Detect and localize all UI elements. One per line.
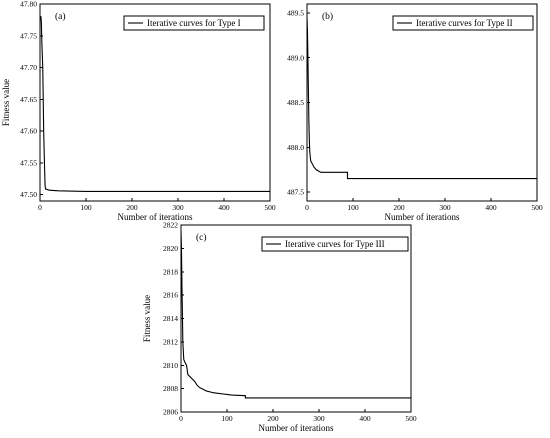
y-tick-label: 47.60 bbox=[20, 127, 37, 136]
x-tick-label: 100 bbox=[221, 414, 233, 423]
x-axis-label: Number of iterations bbox=[118, 212, 193, 222]
y-axis-label: Fitness value bbox=[142, 295, 152, 342]
x-tick-label: 0 bbox=[305, 203, 309, 212]
x-tick-label: 500 bbox=[264, 203, 276, 212]
y-tick-label: 2808 bbox=[163, 384, 178, 393]
legend-box bbox=[123, 15, 265, 31]
x-axis-label: Number of iterations bbox=[259, 423, 334, 433]
x-tick-label: 200 bbox=[126, 203, 138, 212]
legend-entry: Iterative curves for Type II bbox=[416, 18, 513, 28]
y-tick-label: 488.5 bbox=[287, 98, 304, 107]
y-tick-label: 47.50 bbox=[20, 190, 37, 199]
x-tick-label: 400 bbox=[218, 203, 230, 212]
x-tick-label: 0 bbox=[179, 414, 183, 423]
x-tick-label: 500 bbox=[531, 203, 543, 212]
y-tick-label: 2812 bbox=[163, 337, 178, 346]
panel-label: (a) bbox=[55, 11, 66, 22]
y-axis-label: Fitness value bbox=[1, 79, 11, 126]
x-tick-label: 0 bbox=[38, 203, 42, 212]
y-tick-label: 2810 bbox=[163, 361, 178, 370]
legend-entry: Iterative curves for Type I bbox=[147, 18, 241, 28]
y-tick-label: 2814 bbox=[163, 314, 178, 323]
chart-panel-3: 0 100 200 300 400 500 2806 2808 2810 2812 2814 2816… bbox=[142, 221, 417, 433]
series-line bbox=[40, 16, 270, 193]
panel-label: (c) bbox=[196, 232, 207, 243]
x-tick-label: 300 bbox=[313, 414, 325, 423]
panel-label: (b) bbox=[322, 11, 333, 22]
y-tick-label: 2818 bbox=[163, 267, 178, 276]
x-axis-label: Number of iterations bbox=[385, 212, 460, 222]
x-tick-label: 400 bbox=[359, 414, 371, 423]
chart-panel-1: 0 100 200 300 400 500 47.50 47.55 47.60 47.65 47.7… bbox=[1, 0, 276, 222]
x-tick-label: 100 bbox=[80, 203, 92, 212]
x-tick-label: 500 bbox=[405, 414, 417, 423]
y-tick-label: 487.5 bbox=[287, 188, 304, 197]
x-tick-label: 200 bbox=[267, 414, 279, 423]
y-tick-label: 2816 bbox=[163, 291, 178, 300]
y-tick-label: 47.75 bbox=[20, 31, 37, 40]
legend-box bbox=[261, 236, 409, 252]
x-tick-label: 400 bbox=[485, 203, 497, 212]
series-line bbox=[181, 230, 411, 399]
plot-frame bbox=[39, 3, 271, 202]
y-tick-label: 488.0 bbox=[287, 143, 304, 152]
x-tick-label: 100 bbox=[347, 203, 359, 212]
chart-panel-2: 0 100 200 300 400 500 487.5 488.0 488.5 489.0 489.… bbox=[287, 3, 543, 222]
y-tick-label: 2822 bbox=[163, 221, 178, 230]
plot-frame bbox=[180, 224, 412, 413]
x-tick-label: 300 bbox=[439, 203, 451, 212]
y-tick-label: 489.5 bbox=[287, 9, 304, 18]
legend-entry: Iterative curves for Type III bbox=[285, 239, 385, 249]
y-tick-label: 47.80 bbox=[20, 0, 37, 9]
plot-frame bbox=[306, 3, 538, 202]
y-tick-label: 47.65 bbox=[20, 95, 37, 104]
y-tick-label: 2806 bbox=[163, 408, 178, 417]
series-line bbox=[307, 17, 537, 180]
legend-box bbox=[392, 15, 534, 31]
y-tick-label: 489.0 bbox=[287, 53, 304, 62]
x-tick-label: 300 bbox=[172, 203, 184, 212]
y-tick-label: 2820 bbox=[163, 244, 178, 253]
x-tick-label: 200 bbox=[393, 203, 405, 212]
y-tick-label: 47.70 bbox=[20, 63, 37, 72]
y-tick-label: 47.55 bbox=[20, 158, 37, 167]
